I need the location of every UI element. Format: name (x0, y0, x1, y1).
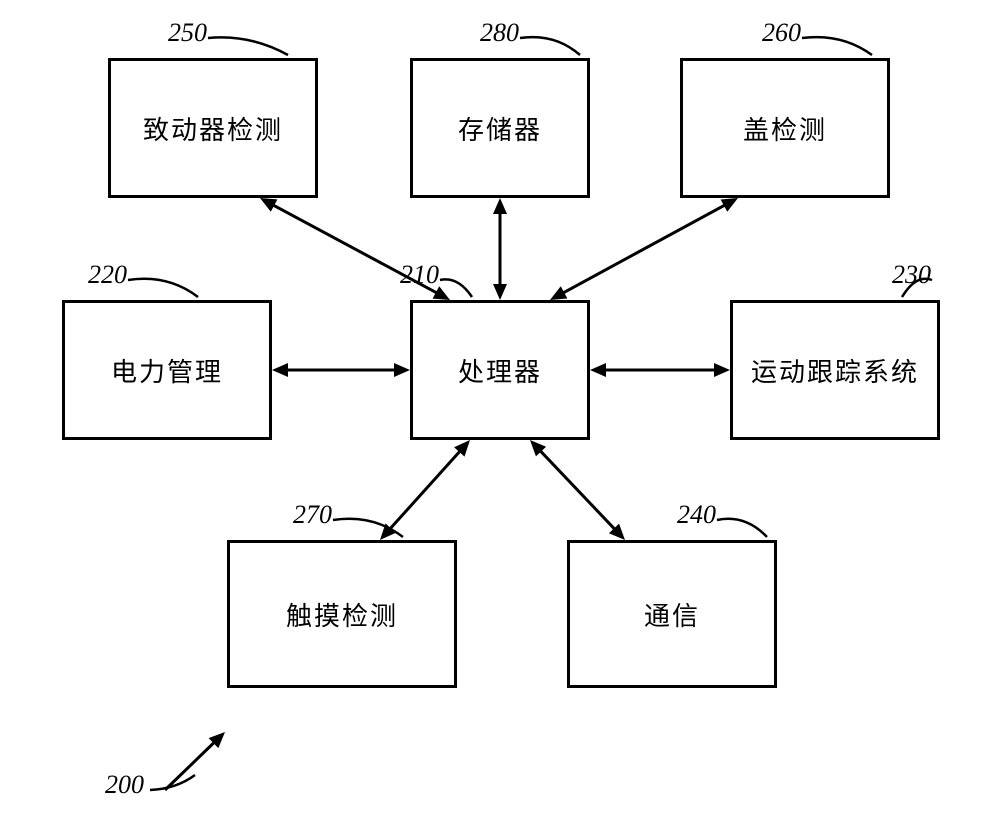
node-processor: 处理器 (410, 300, 590, 440)
ref-210: 210 (400, 260, 439, 290)
node-label: 致动器检测 (143, 110, 283, 147)
node-motion-tracking: 运动跟踪系统 (730, 300, 940, 440)
diagram-canvas: 致动器检测 250 存储器 280 盖检测 260 电力管理 220 处理器 2… (0, 0, 1000, 827)
node-label: 处理器 (458, 352, 542, 389)
node-power-management: 电力管理 (62, 300, 272, 440)
ref-230: 230 (892, 260, 931, 290)
node-label: 存储器 (458, 110, 542, 147)
ref-280: 280 (480, 18, 519, 48)
node-actuator-detection: 致动器检测 (108, 58, 318, 198)
ref-260: 260 (762, 18, 801, 48)
node-communication: 通信 (567, 540, 777, 688)
node-label: 盖检测 (743, 110, 827, 147)
node-touch-detection: 触摸检测 (227, 540, 457, 688)
ref-250: 250 (168, 18, 207, 48)
ref-figure-200: 200 (105, 770, 144, 800)
node-label: 电力管理 (111, 352, 223, 389)
node-label: 运动跟踪系统 (751, 352, 919, 389)
node-lid-detection: 盖检测 (680, 58, 890, 198)
ref-240: 240 (677, 500, 716, 530)
ref-220: 220 (88, 260, 127, 290)
node-memory: 存储器 (410, 58, 590, 198)
ref-270: 270 (293, 500, 332, 530)
node-label: 通信 (644, 596, 700, 633)
node-label: 触摸检测 (286, 596, 398, 633)
